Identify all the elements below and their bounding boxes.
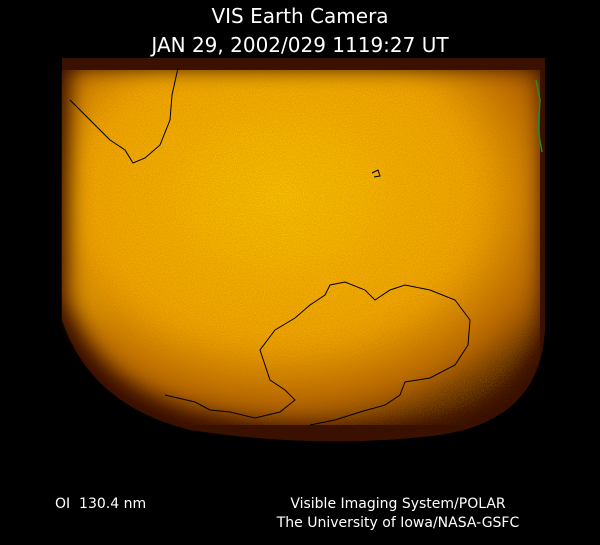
- coastlines: [69, 67, 471, 426]
- credit: The University of Iowa/NASA-GSFC: [276, 515, 520, 531]
- coastline: [69, 67, 179, 164]
- title: VIS Earth Camera: [211, 4, 388, 28]
- edge-marker: [535, 79, 543, 153]
- coastline: [371, 169, 381, 178]
- coastline: [164, 281, 471, 426]
- aurora-disk: [61, 70, 540, 425]
- disk-bright: [61, 200, 181, 400]
- wavelength: OI 130.4 nm: [55, 496, 146, 512]
- timestamp: JAN 29, 2002/029 1119:27 UT: [149, 33, 449, 57]
- instrument: Visible Imaging System/POLAR: [290, 496, 506, 512]
- earth-image: [61, 58, 545, 442]
- disk-glow: [68, 70, 540, 425]
